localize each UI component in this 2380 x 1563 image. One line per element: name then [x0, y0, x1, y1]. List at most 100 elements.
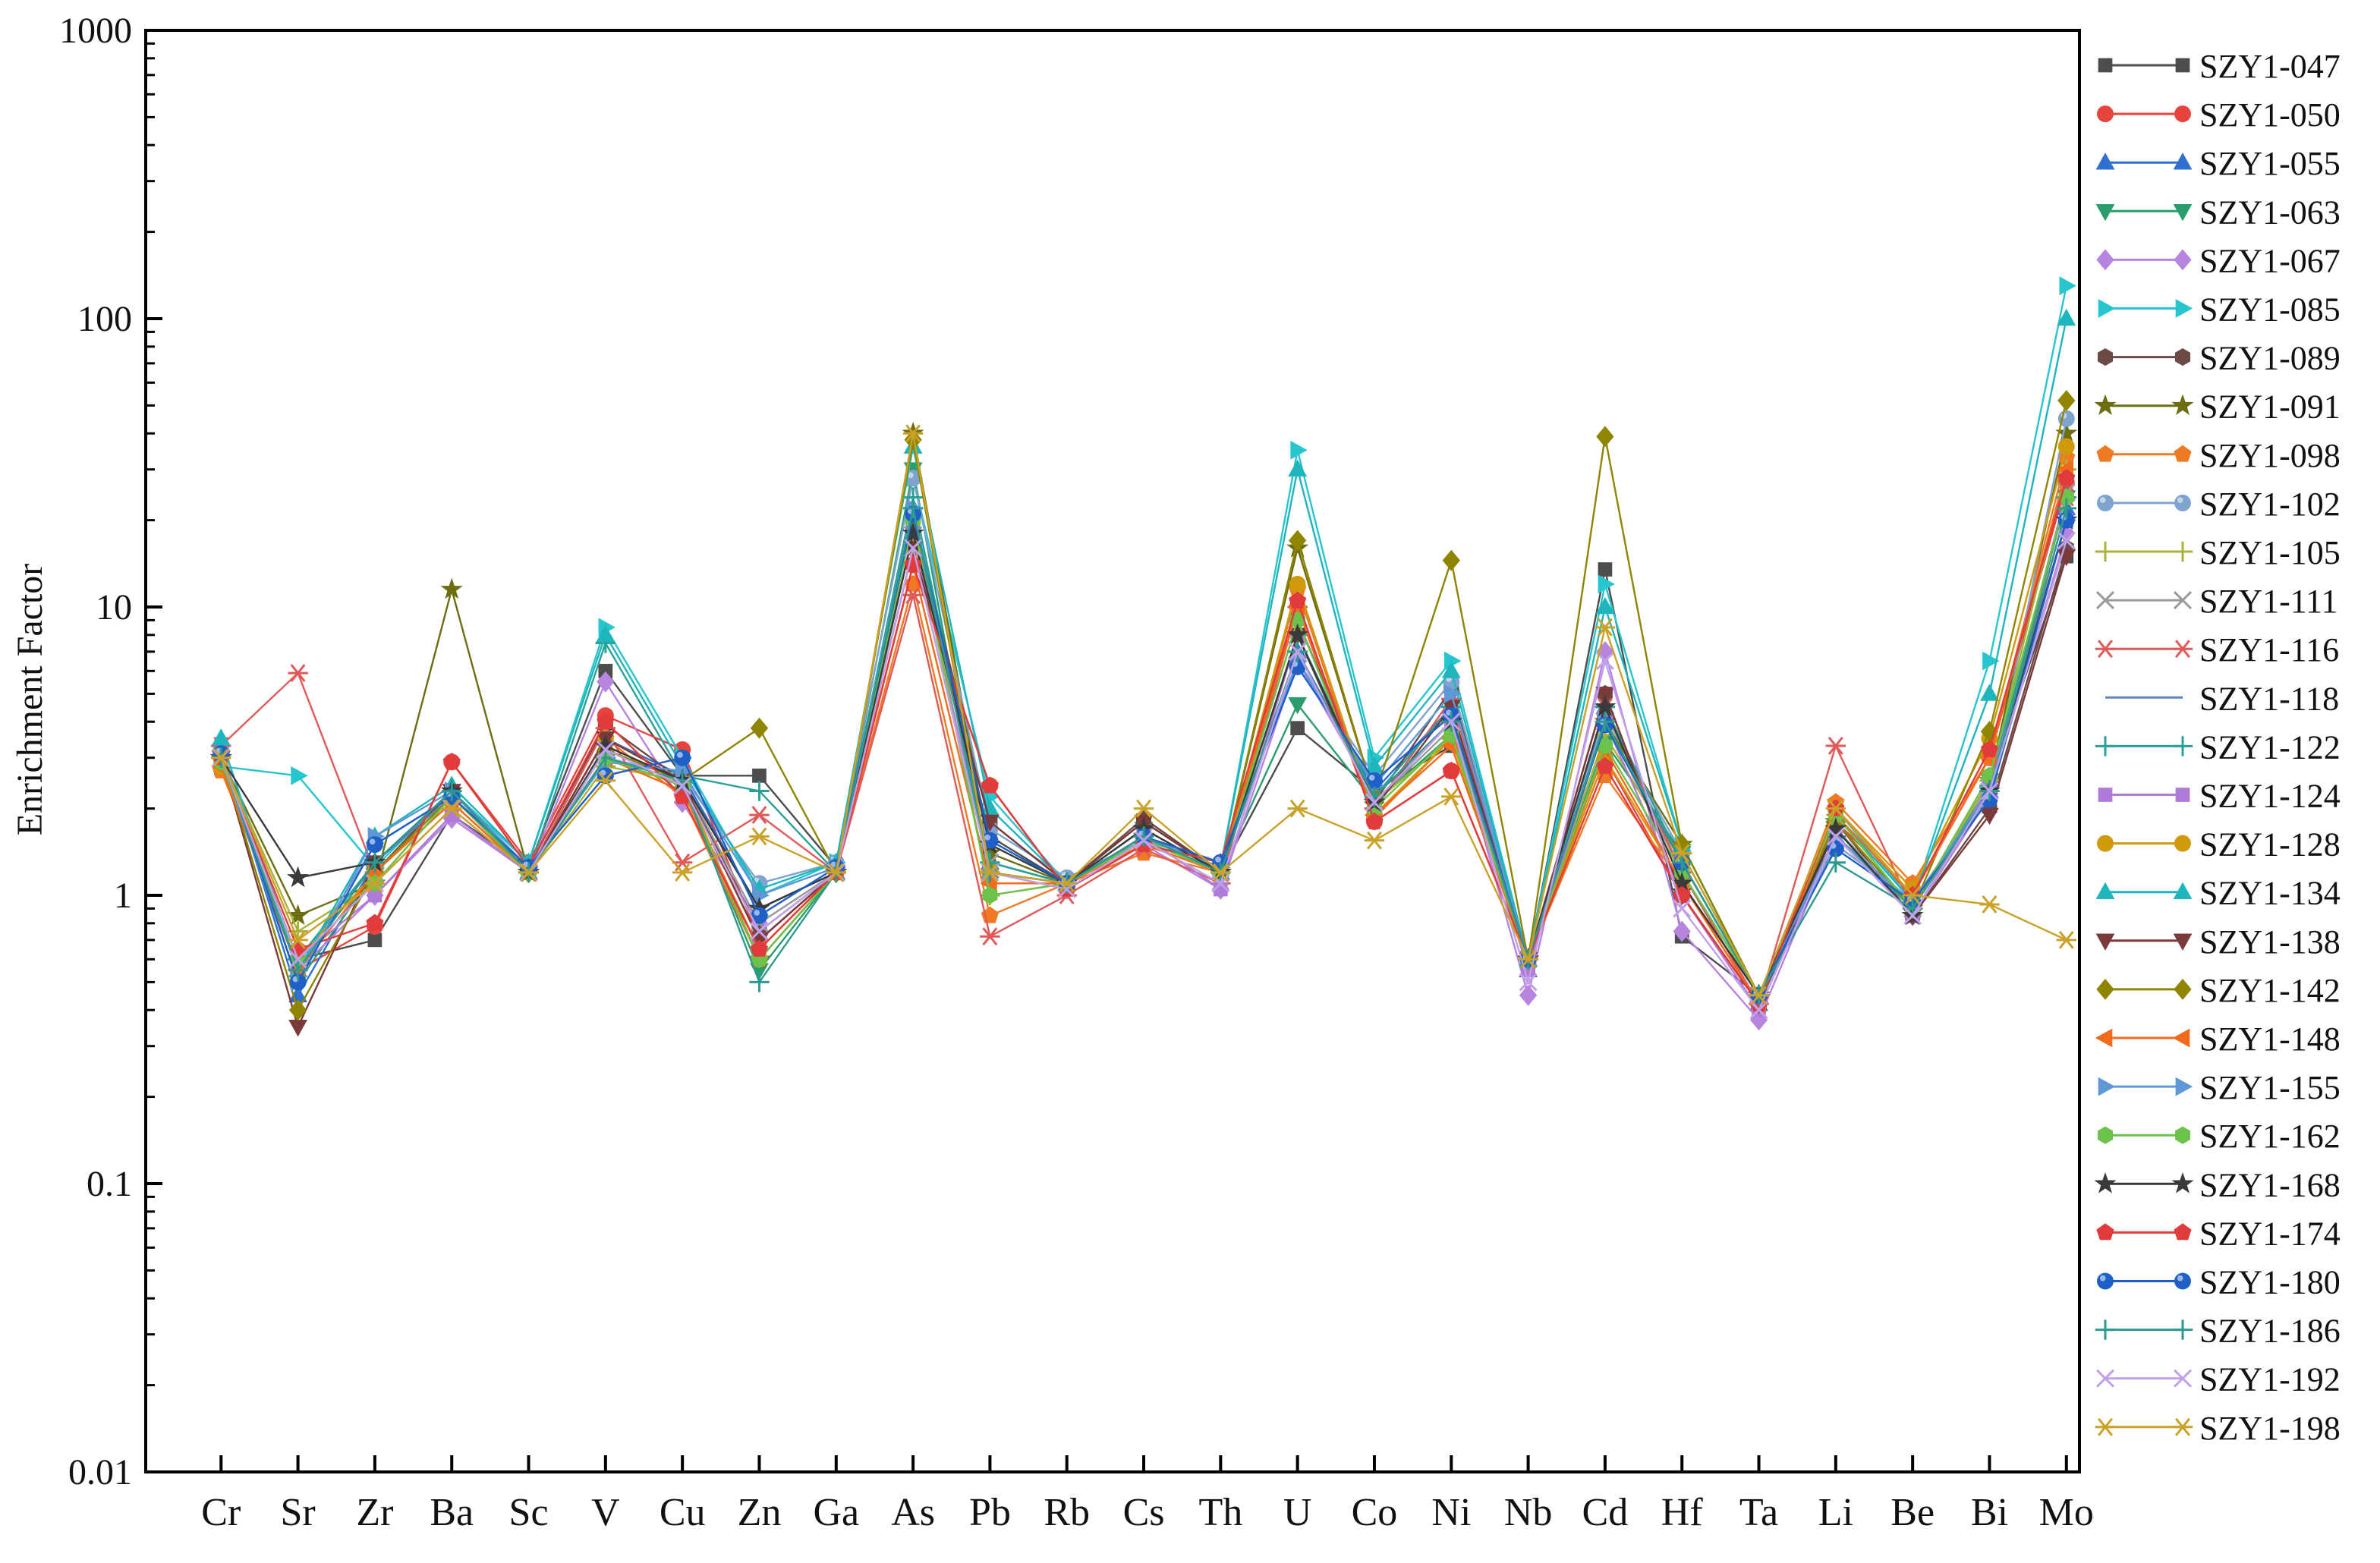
data-point	[2057, 438, 2075, 455]
data-point	[2174, 1126, 2191, 1144]
data-point	[749, 781, 770, 801]
data-point	[826, 863, 846, 882]
data-point	[1672, 852, 1692, 873]
data-point	[1442, 761, 1460, 778]
legend-label: SZY1-138	[2199, 923, 2341, 961]
data-point	[1519, 984, 1538, 1006]
data-point	[1594, 695, 1617, 717]
data-point	[2095, 204, 2115, 222]
data-point	[291, 766, 308, 785]
data-point	[1672, 844, 1692, 863]
data-point	[1290, 440, 1308, 460]
data-point	[366, 914, 384, 931]
data-point	[597, 671, 615, 693]
x-tick-label: Li	[1818, 1491, 1853, 1534]
data-point	[2096, 1223, 2114, 1241]
data-point	[2057, 531, 2076, 550]
data-point	[2173, 933, 2193, 951]
data-point	[2095, 736, 2116, 756]
data-point	[2174, 348, 2191, 366]
x-tick-label: Ta	[1739, 1491, 1778, 1534]
data-point	[1286, 623, 1309, 645]
data-point	[2174, 494, 2191, 511]
x-tick-label: Rb	[1044, 1491, 1090, 1534]
data-point	[750, 922, 769, 941]
x-axis: Cr Sr Zr Ba Sc V Cu Zn Ga As Pb Rb Cs Th U Co Ni Nb Cd Hf Ta…	[201, 1455, 2094, 1534]
x-tick-label: Co	[1352, 1491, 1398, 1534]
series	[211, 308, 2076, 1003]
data-point	[1442, 549, 1460, 571]
data-point	[1979, 895, 2000, 914]
legend-label: SZY1-105	[2199, 534, 2341, 571]
legend-label: SZY1-122	[2199, 728, 2341, 766]
data-point	[2172, 640, 2193, 659]
legend-item: SZY1-138	[2095, 923, 2341, 961]
data-point	[2172, 736, 2193, 756]
data-point	[1980, 782, 1999, 800]
data-point	[904, 429, 922, 451]
legend-item: SZY1-089	[2097, 340, 2341, 377]
x-tick-label: U	[1283, 1491, 1312, 1534]
data-point	[364, 852, 386, 873]
x-tick-label: Ni	[1431, 1491, 1471, 1534]
data-point	[442, 753, 461, 770]
data-point	[595, 771, 616, 790]
legend-item: SZY1-085	[2098, 291, 2341, 329]
data-point	[982, 886, 998, 904]
data-point	[980, 927, 1000, 946]
legend-label: SZY1-089	[2199, 340, 2341, 377]
legend-label: SZY1-128	[2199, 826, 2341, 863]
series-line	[221, 285, 2067, 997]
data-point	[367, 888, 382, 903]
data-point	[2098, 299, 2116, 318]
legend-item: SZY1-134	[2095, 875, 2341, 912]
legend-label: SZY1-050	[2199, 96, 2341, 134]
data-point	[1290, 721, 1305, 736]
legend-label: SZY1-067	[2199, 242, 2341, 279]
legend-item: SZY1-122	[2095, 728, 2341, 766]
data-point	[288, 664, 308, 683]
data-point	[1980, 740, 1999, 757]
series	[211, 498, 2076, 1005]
legend-item: SZY1-055	[2095, 145, 2341, 182]
legend-item: SZY1-192	[2095, 1361, 2341, 1398]
data-point	[2095, 882, 2115, 899]
series-line	[220, 432, 2067, 997]
data-point	[1982, 651, 2000, 671]
data-point	[1903, 906, 1922, 925]
legend-item: SZY1-198	[2095, 1410, 2341, 1447]
data-point	[1595, 687, 1615, 704]
data-point	[1133, 826, 1154, 847]
legend-label: SZY1-134	[2199, 875, 2341, 912]
data-point	[2174, 978, 2192, 1000]
legend-label: SZY1-174	[2199, 1215, 2341, 1252]
legend-label: SZY1-198	[2199, 1410, 2341, 1447]
legend-item: SZY1-142	[2096, 972, 2341, 1009]
legend-item: SZY1-091	[2094, 388, 2341, 426]
legend-item: SZY1-118	[2105, 680, 2339, 717]
data-point	[1595, 712, 1616, 732]
data-point	[1596, 756, 1614, 774]
data-point	[1598, 574, 1616, 594]
data-point	[1519, 973, 1538, 992]
series-line	[220, 432, 2067, 997]
series-layer	[209, 276, 2078, 1037]
data-point	[2096, 445, 2114, 462]
data-point	[2095, 1417, 2116, 1436]
data-point	[2097, 494, 2114, 511]
data-point	[2174, 445, 2192, 462]
series	[212, 531, 2076, 1020]
data-point	[2097, 835, 2114, 852]
x-tick-label: Hf	[1661, 1491, 1704, 1534]
data-point	[752, 768, 767, 783]
data-point	[2172, 541, 2193, 562]
data-point	[288, 930, 308, 949]
x-tick-label: Be	[1890, 1491, 1935, 1534]
x-tick-label: Cu	[660, 1491, 706, 1534]
data-point	[1749, 986, 1769, 1005]
data-point	[902, 498, 924, 519]
data-point	[1749, 1001, 1768, 1020]
y-tick-label: 1000	[59, 11, 132, 51]
legend-label: SZY1-168	[2199, 1166, 2341, 1203]
